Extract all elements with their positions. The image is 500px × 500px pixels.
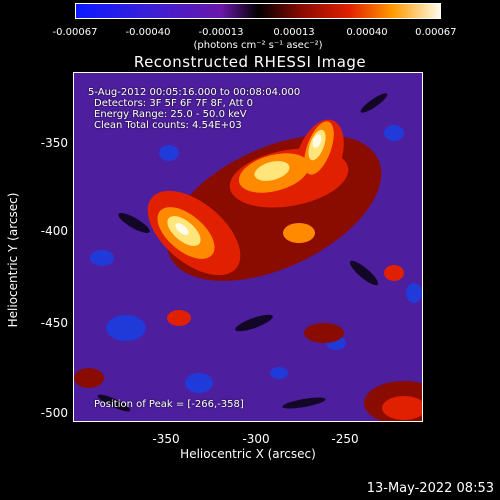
y-tick-label: -350 <box>40 136 68 150</box>
clean-counts-text: Clean Total counts: 4.54E+03 <box>94 120 242 131</box>
footer-timestamp: 13-May-2022 08:53 <box>366 481 494 496</box>
colorbar-label: -0.00040 <box>125 27 171 38</box>
y-tick-label: -450 <box>40 316 68 330</box>
colorbar-label: 0.00013 <box>273 27 315 38</box>
colorbar <box>75 3 441 19</box>
image-map <box>74 73 422 421</box>
colorbar-label: -0.00067 <box>52 27 98 38</box>
rhessi-image: 5-Aug-2012 00:05:16.000 to 00:08:04.000 … <box>73 72 423 422</box>
y-tick-label: -400 <box>40 224 68 238</box>
detectors-text: Detectors: 3F 5F 6F 7F 8F, Att 0 <box>94 98 254 109</box>
colorbar-unit: (photons cm⁻² s⁻¹ asec⁻²) <box>193 40 323 51</box>
x-tick-label: -350 <box>152 432 180 446</box>
time-range-text: 5-Aug-2012 00:05:16.000 to 00:08:04.000 <box>88 87 301 98</box>
x-axis-label: Heliocentric X (arcsec) <box>180 447 316 461</box>
y-axis-label: Heliocentric Y (arcsec) <box>6 192 20 328</box>
colorbar-label: 0.00040 <box>346 27 388 38</box>
y-tick-label: -500 <box>40 406 68 420</box>
colorbar-label: -0.00013 <box>198 27 244 38</box>
plot-title: Reconstructed RHESSI Image <box>133 53 367 71</box>
colorbar-label: 0.00067 <box>415 27 457 38</box>
x-tick-label: -300 <box>242 432 270 446</box>
x-tick-label: -250 <box>331 432 359 446</box>
peak-position-text: Position of Peak = [-266,-358] <box>94 399 244 410</box>
energy-range-text: Energy Range: 25.0 - 50.0 keV <box>94 109 247 120</box>
